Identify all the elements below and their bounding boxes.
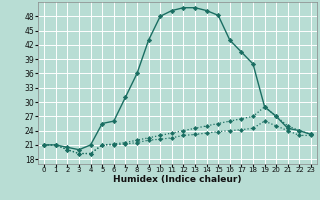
X-axis label: Humidex (Indice chaleur): Humidex (Indice chaleur) [113,175,242,184]
